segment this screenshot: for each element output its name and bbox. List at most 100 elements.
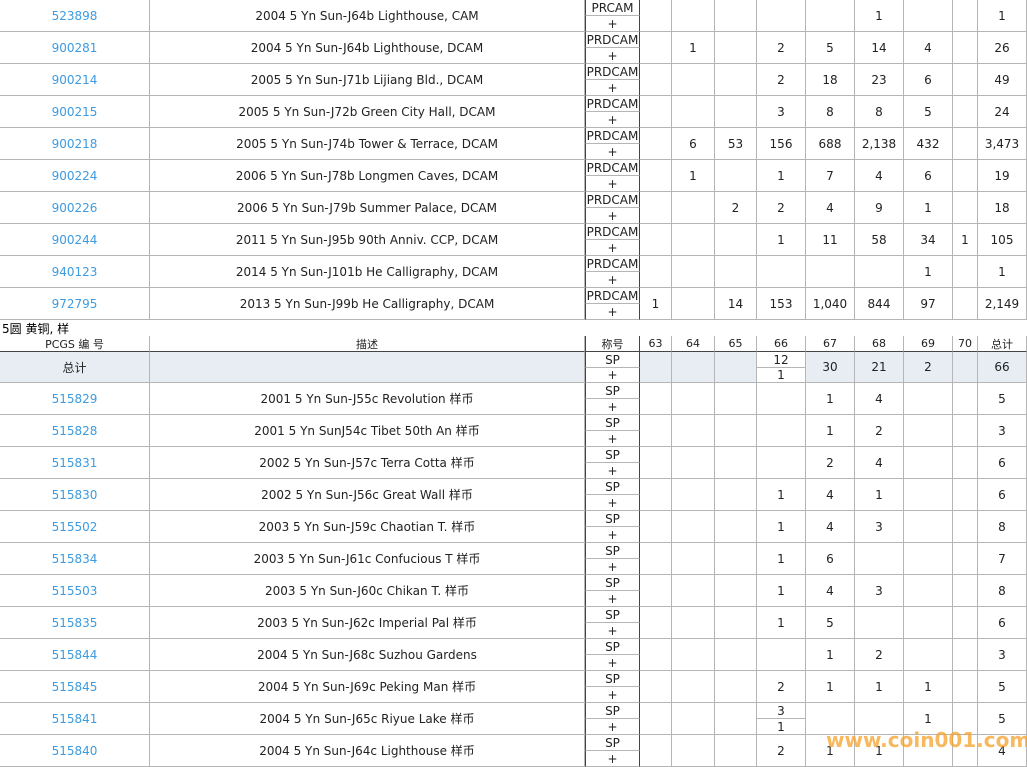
grade-count: 1 <box>904 671 953 703</box>
grade-count <box>672 96 715 128</box>
grade-count: 30 <box>806 352 855 383</box>
grade-count: 1 <box>640 288 672 320</box>
grade-count: 9 <box>855 192 904 224</box>
grade-count: 1 <box>953 224 978 256</box>
description: 2005 5 Yn Sun-J72b Green City Hall, DCAM <box>150 96 585 128</box>
grade-count <box>953 575 978 607</box>
designation: PRDCAM <box>585 160 640 176</box>
grade-count: 1,040 <box>806 288 855 320</box>
grade-count <box>757 415 806 447</box>
grade-count: 2 <box>757 671 806 703</box>
pcgs-number[interactable]: 900281 <box>0 32 150 64</box>
designation: SP <box>585 735 640 751</box>
designation: SP <box>585 543 640 559</box>
designation: PRDCAM <box>585 96 640 112</box>
description: 2004 5 Yn Sun-J64b Lighthouse, CAM <box>150 0 585 32</box>
grade-count <box>640 256 672 288</box>
row-total: 49 <box>978 64 1027 96</box>
pcgs-number[interactable]: 515502 <box>0 511 150 543</box>
designation: SP <box>585 383 640 399</box>
grade-count: 1 <box>672 160 715 192</box>
grade-count <box>715 224 757 256</box>
row-total: 8 <box>978 575 1027 607</box>
grade-count: 4 <box>806 511 855 543</box>
pcgs-number[interactable]: 515835 <box>0 607 150 639</box>
grade-plus-count: 1 <box>757 719 806 735</box>
description: 2004 5 Yn Sun-J64b Lighthouse, DCAM <box>150 32 585 64</box>
designation-plus: + <box>585 368 640 383</box>
header-grade: 69 <box>904 336 953 352</box>
pcgs-number[interactable]: 515834 <box>0 543 150 575</box>
header-pcgs: PCGS 编 号 <box>0 336 150 352</box>
grade-count: 6 <box>806 543 855 575</box>
pcgs-number[interactable]: 515845 <box>0 671 150 703</box>
grade-count <box>953 160 978 192</box>
pcgs-number[interactable]: 515831 <box>0 447 150 479</box>
pcgs-number[interactable]: 900226 <box>0 192 150 224</box>
pcgs-number[interactable]: 515829 <box>0 383 150 415</box>
pcgs-number[interactable]: 515503 <box>0 575 150 607</box>
grade-count: 432 <box>904 128 953 160</box>
pcgs-number[interactable]: 523898 <box>0 0 150 32</box>
description: 2004 5 Yn Sun-J69c Peking Man 样币 <box>150 671 585 703</box>
grade-count: 1 <box>806 639 855 671</box>
grade-count <box>953 64 978 96</box>
grade-count <box>904 607 953 639</box>
designation: SP <box>585 703 640 719</box>
header-grade: 64 <box>672 336 715 352</box>
row-total: 2,149 <box>978 288 1027 320</box>
grade-count: 18 <box>806 64 855 96</box>
grade-count <box>904 511 953 543</box>
grade-count <box>953 415 978 447</box>
pcgs-number[interactable]: 515841 <box>0 703 150 735</box>
grade-count <box>640 32 672 64</box>
row-total: 66 <box>978 352 1027 383</box>
grade-count <box>672 64 715 96</box>
grade-count: 156 <box>757 128 806 160</box>
grade-count: 5 <box>806 32 855 64</box>
grade-count: 6 <box>904 64 953 96</box>
grade-count: 2 <box>715 192 757 224</box>
grade-count: 1 <box>806 383 855 415</box>
description: 2003 5 Yn Sun-J61c Confucious T 样币 <box>150 543 585 575</box>
row-total: 6 <box>978 479 1027 511</box>
description: 2004 5 Yn Sun-J68c Suzhou Gardens <box>150 639 585 671</box>
pcgs-number[interactable]: 972795 <box>0 288 150 320</box>
grade-count <box>953 192 978 224</box>
grade-plus-count: 1 <box>757 368 806 383</box>
grade-count: 3 <box>757 96 806 128</box>
grade-count <box>904 0 953 32</box>
grade-count <box>953 639 978 671</box>
grade-count <box>640 543 672 575</box>
designation: PRDCAM <box>585 128 640 144</box>
grade-count <box>855 256 904 288</box>
grade-count <box>953 128 978 160</box>
grade-count <box>672 192 715 224</box>
pcgs-number[interactable]: 515830 <box>0 479 150 511</box>
grade-count <box>672 511 715 543</box>
pcgs-number[interactable]: 900224 <box>0 160 150 192</box>
pcgs-number[interactable]: 515844 <box>0 639 150 671</box>
grade-count: 14 <box>715 288 757 320</box>
row-total: 24 <box>978 96 1027 128</box>
pcgs-number[interactable]: 900214 <box>0 64 150 96</box>
grade-count <box>715 415 757 447</box>
pcgs-number[interactable]: 900244 <box>0 224 150 256</box>
designation-plus: + <box>585 431 640 447</box>
designation-plus: + <box>585 80 640 96</box>
pcgs-number[interactable]: 515840 <box>0 735 150 767</box>
grade-count <box>806 703 855 735</box>
pcgs-number[interactable]: 900215 <box>0 96 150 128</box>
grade-count <box>715 160 757 192</box>
grade-count <box>757 639 806 671</box>
grade-count <box>715 671 757 703</box>
designation-plus: + <box>585 240 640 256</box>
row-total: 7 <box>978 543 1027 575</box>
pcgs-number[interactable]: 900218 <box>0 128 150 160</box>
header-grade: 65 <box>715 336 757 352</box>
grade-count: 4 <box>806 575 855 607</box>
grade-count <box>715 639 757 671</box>
pcgs-number[interactable]: 940123 <box>0 256 150 288</box>
pcgs-number[interactable]: 515828 <box>0 415 150 447</box>
grade-count <box>953 703 978 735</box>
